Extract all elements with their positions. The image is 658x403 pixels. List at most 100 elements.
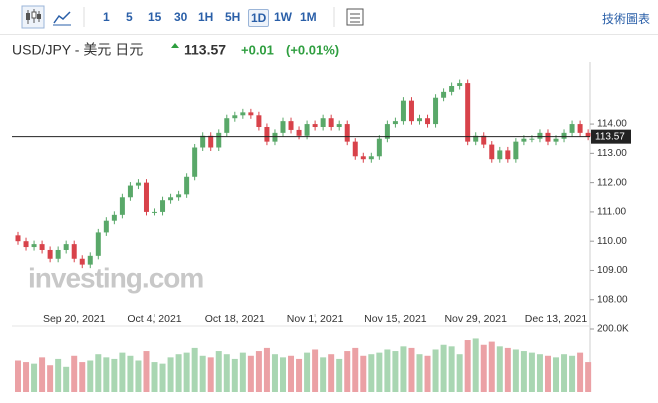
- y2-tick-label: 200.0K: [597, 324, 629, 335]
- volume-bar: [312, 349, 319, 392]
- volume-bar: [231, 358, 238, 392]
- volume-bar: [520, 351, 527, 392]
- interval-button[interactable]: 5H: [225, 10, 241, 24]
- candle-body: [465, 83, 471, 142]
- volume-bar: [528, 352, 535, 392]
- volume-bar: [159, 363, 166, 392]
- candle-body: [577, 124, 583, 133]
- candle-body: [320, 118, 326, 128]
- volume-bar: [215, 351, 222, 392]
- volume-bar: [63, 366, 70, 392]
- volume-bar: [392, 351, 399, 392]
- volume-bar: [31, 363, 38, 392]
- candle-body: [384, 124, 390, 139]
- candle-body: [545, 132, 551, 142]
- candle-body: [296, 129, 302, 136]
- y-tick-label: 108.00: [597, 294, 628, 305]
- volume-bar: [440, 344, 447, 392]
- volume-bar: [416, 354, 423, 392]
- y-tick-label: 111.00: [597, 207, 627, 218]
- candle-body: [288, 121, 294, 130]
- x-tick-label: Dec 13, 2021: [525, 313, 588, 325]
- volume-bar: [199, 355, 206, 392]
- volume-bar: [55, 358, 62, 392]
- candle-body: [344, 124, 350, 142]
- candle-body: [39, 244, 45, 250]
- candle-body: [417, 118, 422, 122]
- volume-bar: [504, 347, 511, 392]
- candle-body: [135, 182, 141, 186]
- candle-body: [489, 144, 495, 160]
- candle-body: [272, 132, 278, 142]
- candle-body: [497, 150, 503, 160]
- candle-body: [449, 86, 455, 92]
- table-icon[interactable]: [346, 8, 364, 26]
- volume-bar: [151, 362, 158, 392]
- volume-bar: [360, 355, 367, 392]
- volume-bar: [408, 347, 415, 392]
- volume-bar: [424, 355, 431, 392]
- volume-bar: [472, 338, 479, 392]
- volume-bar: [464, 340, 471, 392]
- toolbar: 1 5 15 30 1H 5H 1D 1W 1M 技術圖表: [0, 0, 658, 35]
- candle-body: [152, 211, 158, 213]
- chart-title: USD/JPY - 美元 日元: [12, 42, 143, 58]
- volume-bar: [71, 355, 78, 392]
- last-price-label: 113.57: [595, 131, 625, 142]
- candle-body: [280, 121, 286, 133]
- candle-body: [95, 232, 101, 256]
- candle-body: [184, 176, 190, 195]
- volume-bar: [271, 354, 278, 392]
- candle-body: [457, 83, 463, 87]
- interval-button[interactable]: 1D: [248, 9, 270, 27]
- candle-body: [336, 124, 342, 128]
- interval-button[interactable]: 1W: [274, 10, 292, 24]
- volume-bar: [111, 358, 118, 392]
- interval-button[interactable]: 1H: [198, 10, 214, 24]
- volume-bar: [119, 352, 126, 392]
- up-arrow: [171, 43, 179, 48]
- volume-bar: [384, 349, 391, 392]
- volume-bar: [553, 357, 560, 392]
- candle-body: [360, 156, 366, 160]
- interval-button[interactable]: 5: [126, 10, 133, 24]
- interval-button[interactable]: 1: [103, 10, 110, 24]
- candle-body: [561, 132, 567, 139]
- chart-link[interactable]: 技術圖表: [601, 12, 650, 26]
- candle-body: [433, 97, 439, 125]
- candle-body: [529, 138, 535, 140]
- candle-body: [71, 244, 77, 259]
- volume-bar: [127, 355, 134, 392]
- candle-body: [521, 138, 527, 142]
- x-tick-label: Nov 1, 2021: [287, 313, 344, 325]
- candle-body: [400, 100, 406, 122]
- volume-bar: [304, 352, 311, 392]
- volume-bar: [191, 347, 198, 392]
- volume-bar: [288, 355, 295, 392]
- candle-icon: [26, 13, 30, 20]
- candle-body: [168, 197, 174, 201]
- candle-body: [505, 150, 511, 160]
- candle-body: [216, 132, 222, 148]
- volume-bar: [143, 351, 150, 392]
- interval-button[interactable]: 15: [148, 10, 162, 24]
- candle-body: [328, 118, 334, 128]
- volume-bar: [352, 347, 359, 392]
- line-icon[interactable]: [53, 11, 71, 24]
- volume-bar: [585, 362, 592, 392]
- candle-body: [425, 118, 431, 125]
- candle-body: [23, 241, 29, 248]
- y-tick-label: 113.00: [597, 148, 627, 159]
- volume-bar: [247, 355, 254, 392]
- volume-bar: [223, 354, 230, 392]
- volume-bar: [328, 354, 335, 392]
- interval-button[interactable]: 1M: [300, 10, 317, 24]
- volume-bar: [512, 349, 519, 392]
- interval-button[interactable]: 30: [174, 10, 188, 24]
- candle-body: [481, 135, 487, 145]
- volume-bar: [135, 360, 142, 392]
- candle-body: [585, 132, 591, 137]
- x-tick-label: Oct 4, 2021: [127, 313, 181, 325]
- candle-body: [248, 112, 254, 116]
- volume-bar: [577, 352, 584, 392]
